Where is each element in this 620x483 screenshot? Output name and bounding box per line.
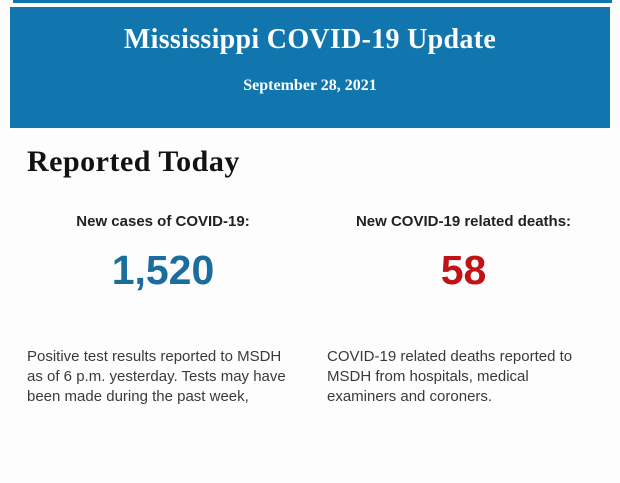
new-cases-label: New cases of COVID-19: (76, 213, 250, 230)
page-title: Mississippi COVID-19 Update (123, 24, 497, 55)
new-deaths-value: 58 (440, 247, 487, 293)
top-divider-line (13, 0, 612, 3)
new-cases-stat: New cases of COVID-19: 1,520 (27, 213, 299, 291)
new-deaths-stat: New COVID-19 related deaths: 58 (327, 213, 600, 291)
new-cases-value: 1,520 (111, 247, 215, 293)
stats-row: New cases of COVID-19: 1,520 New COVID-1… (27, 213, 600, 291)
new-deaths-description: COVID-19 related deaths reported to MSDH… (327, 348, 573, 405)
header-banner: Mississippi COVID-19 Update September 28… (10, 7, 610, 128)
section-title: Reported Today (27, 145, 240, 178)
descriptions-row: Positive test results reported to MSDH a… (27, 347, 600, 407)
new-deaths-label: New COVID-19 related deaths: (355, 213, 572, 230)
new-cases-description: Positive test results reported to MSDH a… (27, 348, 286, 405)
report-date: September 28, 2021 (243, 77, 377, 94)
report-body: Reported Today New cases of COVID-19: 1,… (0, 128, 620, 407)
